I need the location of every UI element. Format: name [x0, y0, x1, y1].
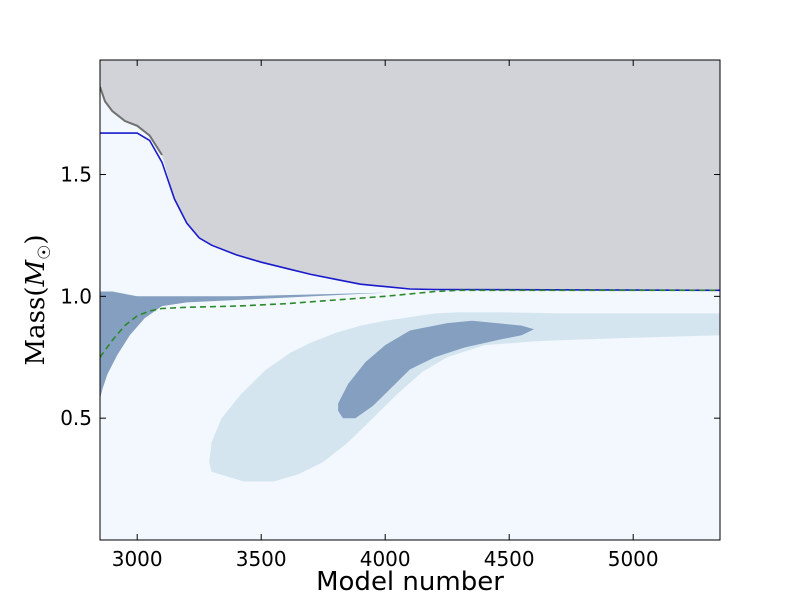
x-tick-label: 4000	[360, 547, 411, 571]
x-axis-title: Model number	[316, 567, 504, 597]
region-upper-0	[100, 60, 720, 291]
svg-text:Mass(M☉): Mass(M☉)	[21, 235, 55, 366]
region-outer-1	[209, 312, 720, 482]
series-dashed-line	[100, 289, 720, 358]
plot-frame	[99, 59, 721, 541]
region-inner-2	[338, 320, 534, 419]
x-tick-label: 5000	[608, 547, 659, 571]
x-tick-label: 4500	[484, 547, 535, 571]
x-tick-label: 3000	[112, 547, 163, 571]
y-tick-label: 0.5	[60, 406, 92, 430]
series-noisy-line	[100, 86, 163, 156]
y-tick-label: 1.0	[60, 284, 92, 308]
x-tick-label: 3500	[236, 547, 287, 571]
y-tick-label: 1.5	[60, 163, 92, 187]
series-solid-line	[100, 132, 720, 292]
region-inner-3	[100, 291, 386, 399]
y-axis-title: Mass(M☉)	[21, 235, 55, 366]
